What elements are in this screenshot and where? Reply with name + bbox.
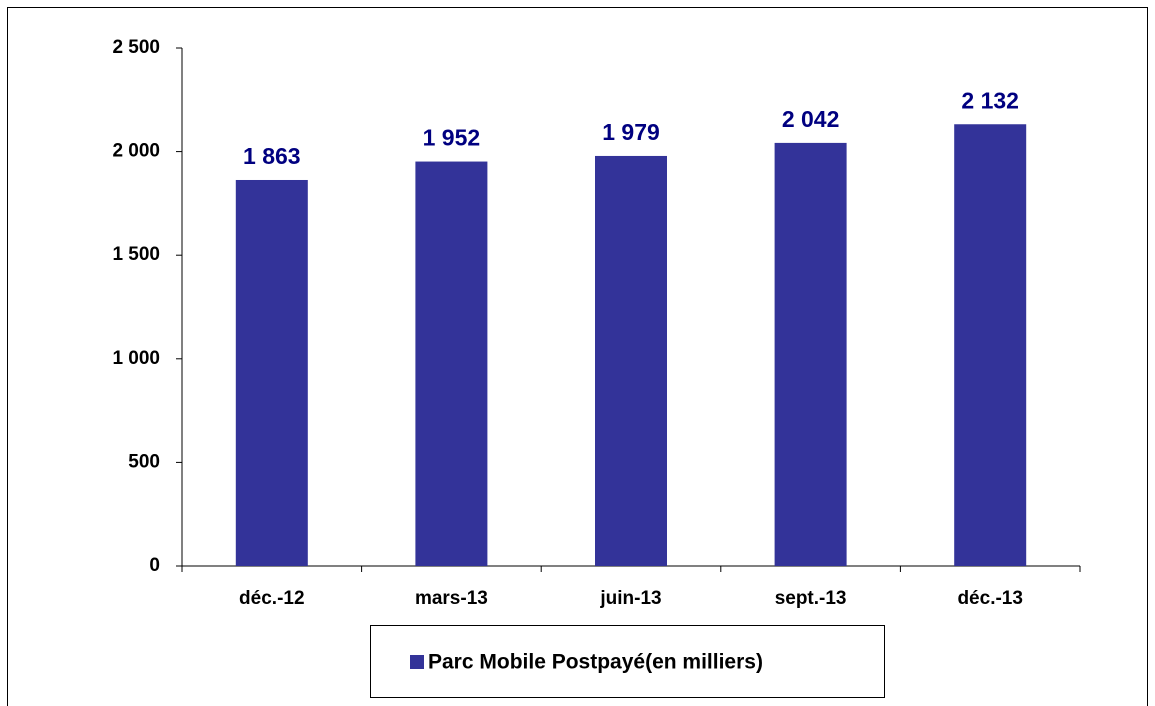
legend-swatch bbox=[410, 655, 424, 669]
y-tick-label: 1 000 bbox=[112, 348, 160, 369]
data-label: 1 863 bbox=[243, 143, 301, 169]
data-label: 1 979 bbox=[602, 119, 660, 145]
bar bbox=[595, 155, 667, 566]
legend-box bbox=[370, 625, 885, 698]
x-tick-label: déc.-12 bbox=[239, 588, 304, 609]
y-tick-label: 1 500 bbox=[112, 244, 160, 265]
x-tick-label: sept.-13 bbox=[775, 588, 847, 609]
y-tick-label: 500 bbox=[128, 451, 160, 472]
x-tick-label: juin-13 bbox=[599, 588, 661, 609]
y-tick-label: 2 000 bbox=[112, 141, 160, 162]
bar bbox=[774, 142, 847, 567]
bar bbox=[235, 179, 308, 567]
data-label: 1 952 bbox=[423, 125, 481, 151]
y-tick-label: 0 bbox=[149, 555, 160, 576]
chart-border bbox=[7, 7, 1148, 706]
data-label: 2 042 bbox=[782, 106, 840, 132]
y-tick-label: 2 500 bbox=[112, 37, 160, 58]
data-label: 2 132 bbox=[961, 87, 1019, 113]
bar bbox=[415, 161, 488, 566]
x-tick-label: déc.-13 bbox=[957, 588, 1022, 609]
x-tick-label: mars-13 bbox=[415, 588, 488, 609]
legend-label: Parc Mobile Postpayé(en milliers) bbox=[428, 651, 763, 674]
bar bbox=[954, 124, 1027, 566]
